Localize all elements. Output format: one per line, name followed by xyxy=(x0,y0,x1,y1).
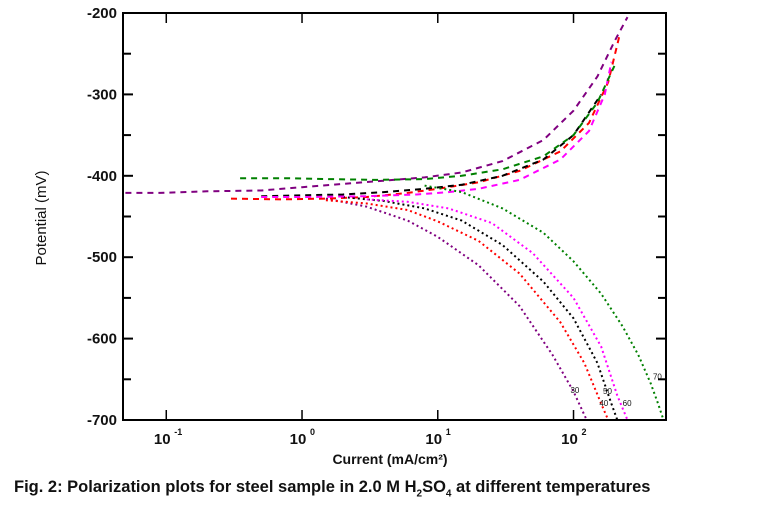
y-tick-label: -500 xyxy=(87,249,117,266)
x-axis: 10 -1 10 0 10 1 10 2 xyxy=(154,13,587,448)
caption-so: SO xyxy=(422,478,446,496)
y-axis: -200 -300 -400 -500 -600 -700 xyxy=(87,5,666,429)
curve-30-anodic xyxy=(125,16,629,194)
curve-label-50: 50 xyxy=(603,387,612,396)
y-tick-label: -600 xyxy=(87,331,117,348)
curve-30-cathodic xyxy=(325,197,588,421)
y-axis-title: Potential (mV) xyxy=(33,170,50,265)
curve-70-cathodic xyxy=(424,184,665,421)
x-tick-exponent: 2 xyxy=(582,427,587,437)
y-tick-label: -300 xyxy=(87,86,117,103)
curve-label-30: 30 xyxy=(570,386,579,395)
x-axis-title: Current (mA/cm²) xyxy=(332,451,447,467)
caption-sub-4: 4 xyxy=(445,488,452,500)
x-tick-label: 10 xyxy=(425,431,442,448)
x-tick-label: 10 xyxy=(154,431,171,448)
curve-50-cathodic xyxy=(342,196,619,421)
caption-sub-2: 2 xyxy=(416,488,423,500)
x-tick-exponent: -1 xyxy=(174,427,182,437)
curve-60-cathodic xyxy=(366,198,629,421)
figure-caption: Fig. 2: Polarization plots for steel sam… xyxy=(14,478,754,499)
curves-layer xyxy=(125,16,665,421)
curve-label-60: 60 xyxy=(623,399,632,408)
curve-40-cathodic xyxy=(325,199,610,421)
curve-40-anodic xyxy=(230,33,621,201)
y-tick-label: -400 xyxy=(87,168,117,185)
x-tick-label: 10 xyxy=(290,431,307,448)
y-tick-label: -700 xyxy=(87,412,117,429)
caption-suffix: at different temperatures xyxy=(451,478,651,496)
caption-text: Fig. 2: Polarization plots for steel sam… xyxy=(14,478,417,496)
x-tick-exponent: 0 xyxy=(310,427,315,437)
x-tick-exponent: 1 xyxy=(446,427,451,437)
curve-50-anodic xyxy=(261,93,603,198)
curve-label-70: 70 xyxy=(653,372,662,381)
curve-labels: 30 40 50 60 70 xyxy=(570,372,662,408)
curve-70-anodic xyxy=(240,65,616,181)
curve-label-40: 40 xyxy=(599,399,608,408)
y-tick-label: -200 xyxy=(87,5,117,22)
x-tick-label: 10 xyxy=(561,431,578,448)
